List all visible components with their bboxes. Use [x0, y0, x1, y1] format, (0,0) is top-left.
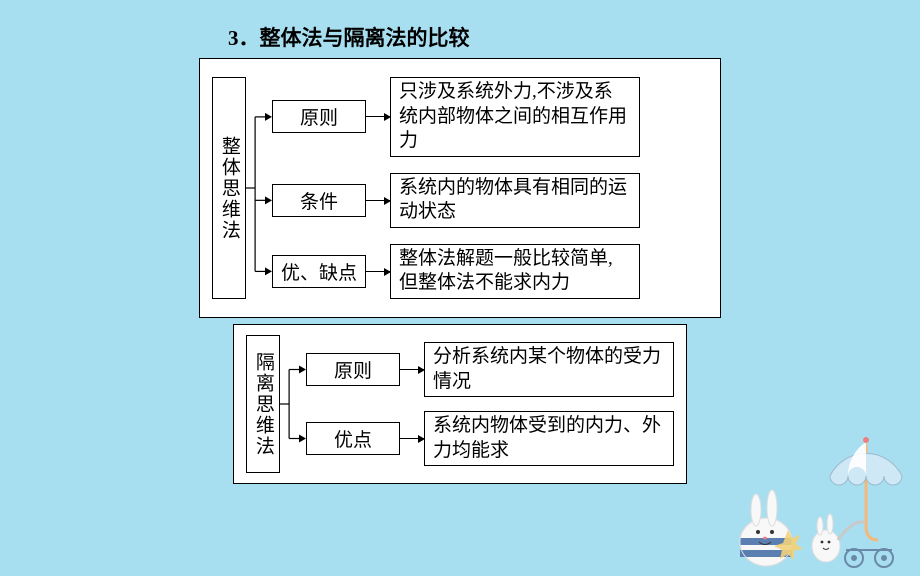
diagram-row: 原则 分析系统内某个物体的受力情况	[306, 342, 674, 397]
title-text: 整体法与隔离法的比较	[260, 26, 470, 50]
rows-container: 原则 只涉及系统外力,不涉及系统内部物体之间的相互作用力条件 系统内的物体具有相同的…	[272, 69, 708, 307]
bracket-connector	[246, 69, 272, 307]
mid-box: 原则	[272, 100, 366, 133]
right-text: 系统内物体受到的内力、外力均能求	[433, 414, 665, 463]
bunny-svg	[726, 430, 906, 570]
root-label: 整体思维法	[218, 136, 240, 241]
mid-box: 优点	[306, 422, 400, 455]
bracket-svg	[280, 335, 306, 473]
title-number: 3	[228, 26, 239, 50]
root-label: 隔离思维法	[252, 352, 274, 457]
right-text: 只涉及系统外力,不涉及系统内部物体之间的相互作用力	[399, 80, 631, 154]
arrow-right-icon	[400, 438, 424, 439]
bracket-svg	[246, 69, 272, 307]
mid-label: 原则	[334, 356, 372, 383]
mid-label: 优点	[334, 425, 372, 452]
right-box: 分析系统内某个物体的受力情况	[424, 342, 674, 397]
arrow-right-icon	[366, 200, 390, 201]
diagram-isolation: 隔离思维法 原则 分析系统内某个物体的受力情况优点 系统内物体受到的内力、外力均能求	[233, 324, 687, 484]
root-box-isolation: 隔离思维法	[246, 335, 280, 473]
mid-label: 条件	[300, 187, 338, 214]
right-box: 整体法解题一般比较简单,但整体法不能求内力	[390, 244, 640, 299]
diagram-holistic: 整体思维法 原则 只涉及系统外力,不涉及系统内部物体之间的相互作用力条件 系统内的物…	[199, 58, 721, 318]
bunny-umbrella-decoration	[726, 430, 906, 570]
diagram-row: 优点 系统内物体受到的内力、外力均能求	[306, 411, 674, 466]
right-text: 整体法解题一般比较简单,但整体法不能求内力	[399, 247, 631, 296]
root-box-holistic: 整体思维法	[212, 77, 246, 299]
mid-label: 优、缺点	[281, 258, 357, 285]
right-text: 分析系统内某个物体的受力情况	[433, 345, 665, 394]
mid-label: 原则	[300, 103, 338, 130]
title-sep: ．	[239, 26, 260, 50]
mid-box: 优、缺点	[272, 255, 366, 288]
arrow-right-icon	[366, 116, 390, 117]
right-text: 系统内的物体具有相同的运动状态	[399, 176, 631, 225]
diagram-row: 条件 系统内的物体具有相同的运动状态	[272, 173, 708, 228]
arrow-right-icon	[400, 369, 424, 370]
mid-box: 原则	[306, 353, 400, 386]
arrow-right-icon	[366, 271, 390, 272]
right-box: 只涉及系统外力,不涉及系统内部物体之间的相互作用力	[390, 77, 640, 157]
bracket-connector	[280, 335, 306, 473]
rows-container: 原则 分析系统内某个物体的受力情况优点 系统内物体受到的内力、外力均能求	[306, 335, 674, 473]
right-box: 系统内的物体具有相同的运动状态	[390, 173, 640, 228]
diagram-row: 优、缺点 整体法解题一般比较简单,但整体法不能求内力	[272, 244, 708, 299]
diagram-row: 原则 只涉及系统外力,不涉及系统内部物体之间的相互作用力	[272, 77, 708, 157]
right-box: 系统内物体受到的内力、外力均能求	[424, 411, 674, 466]
mid-box: 条件	[272, 184, 366, 217]
page-title: 3．整体法与隔离法的比较	[228, 22, 920, 52]
